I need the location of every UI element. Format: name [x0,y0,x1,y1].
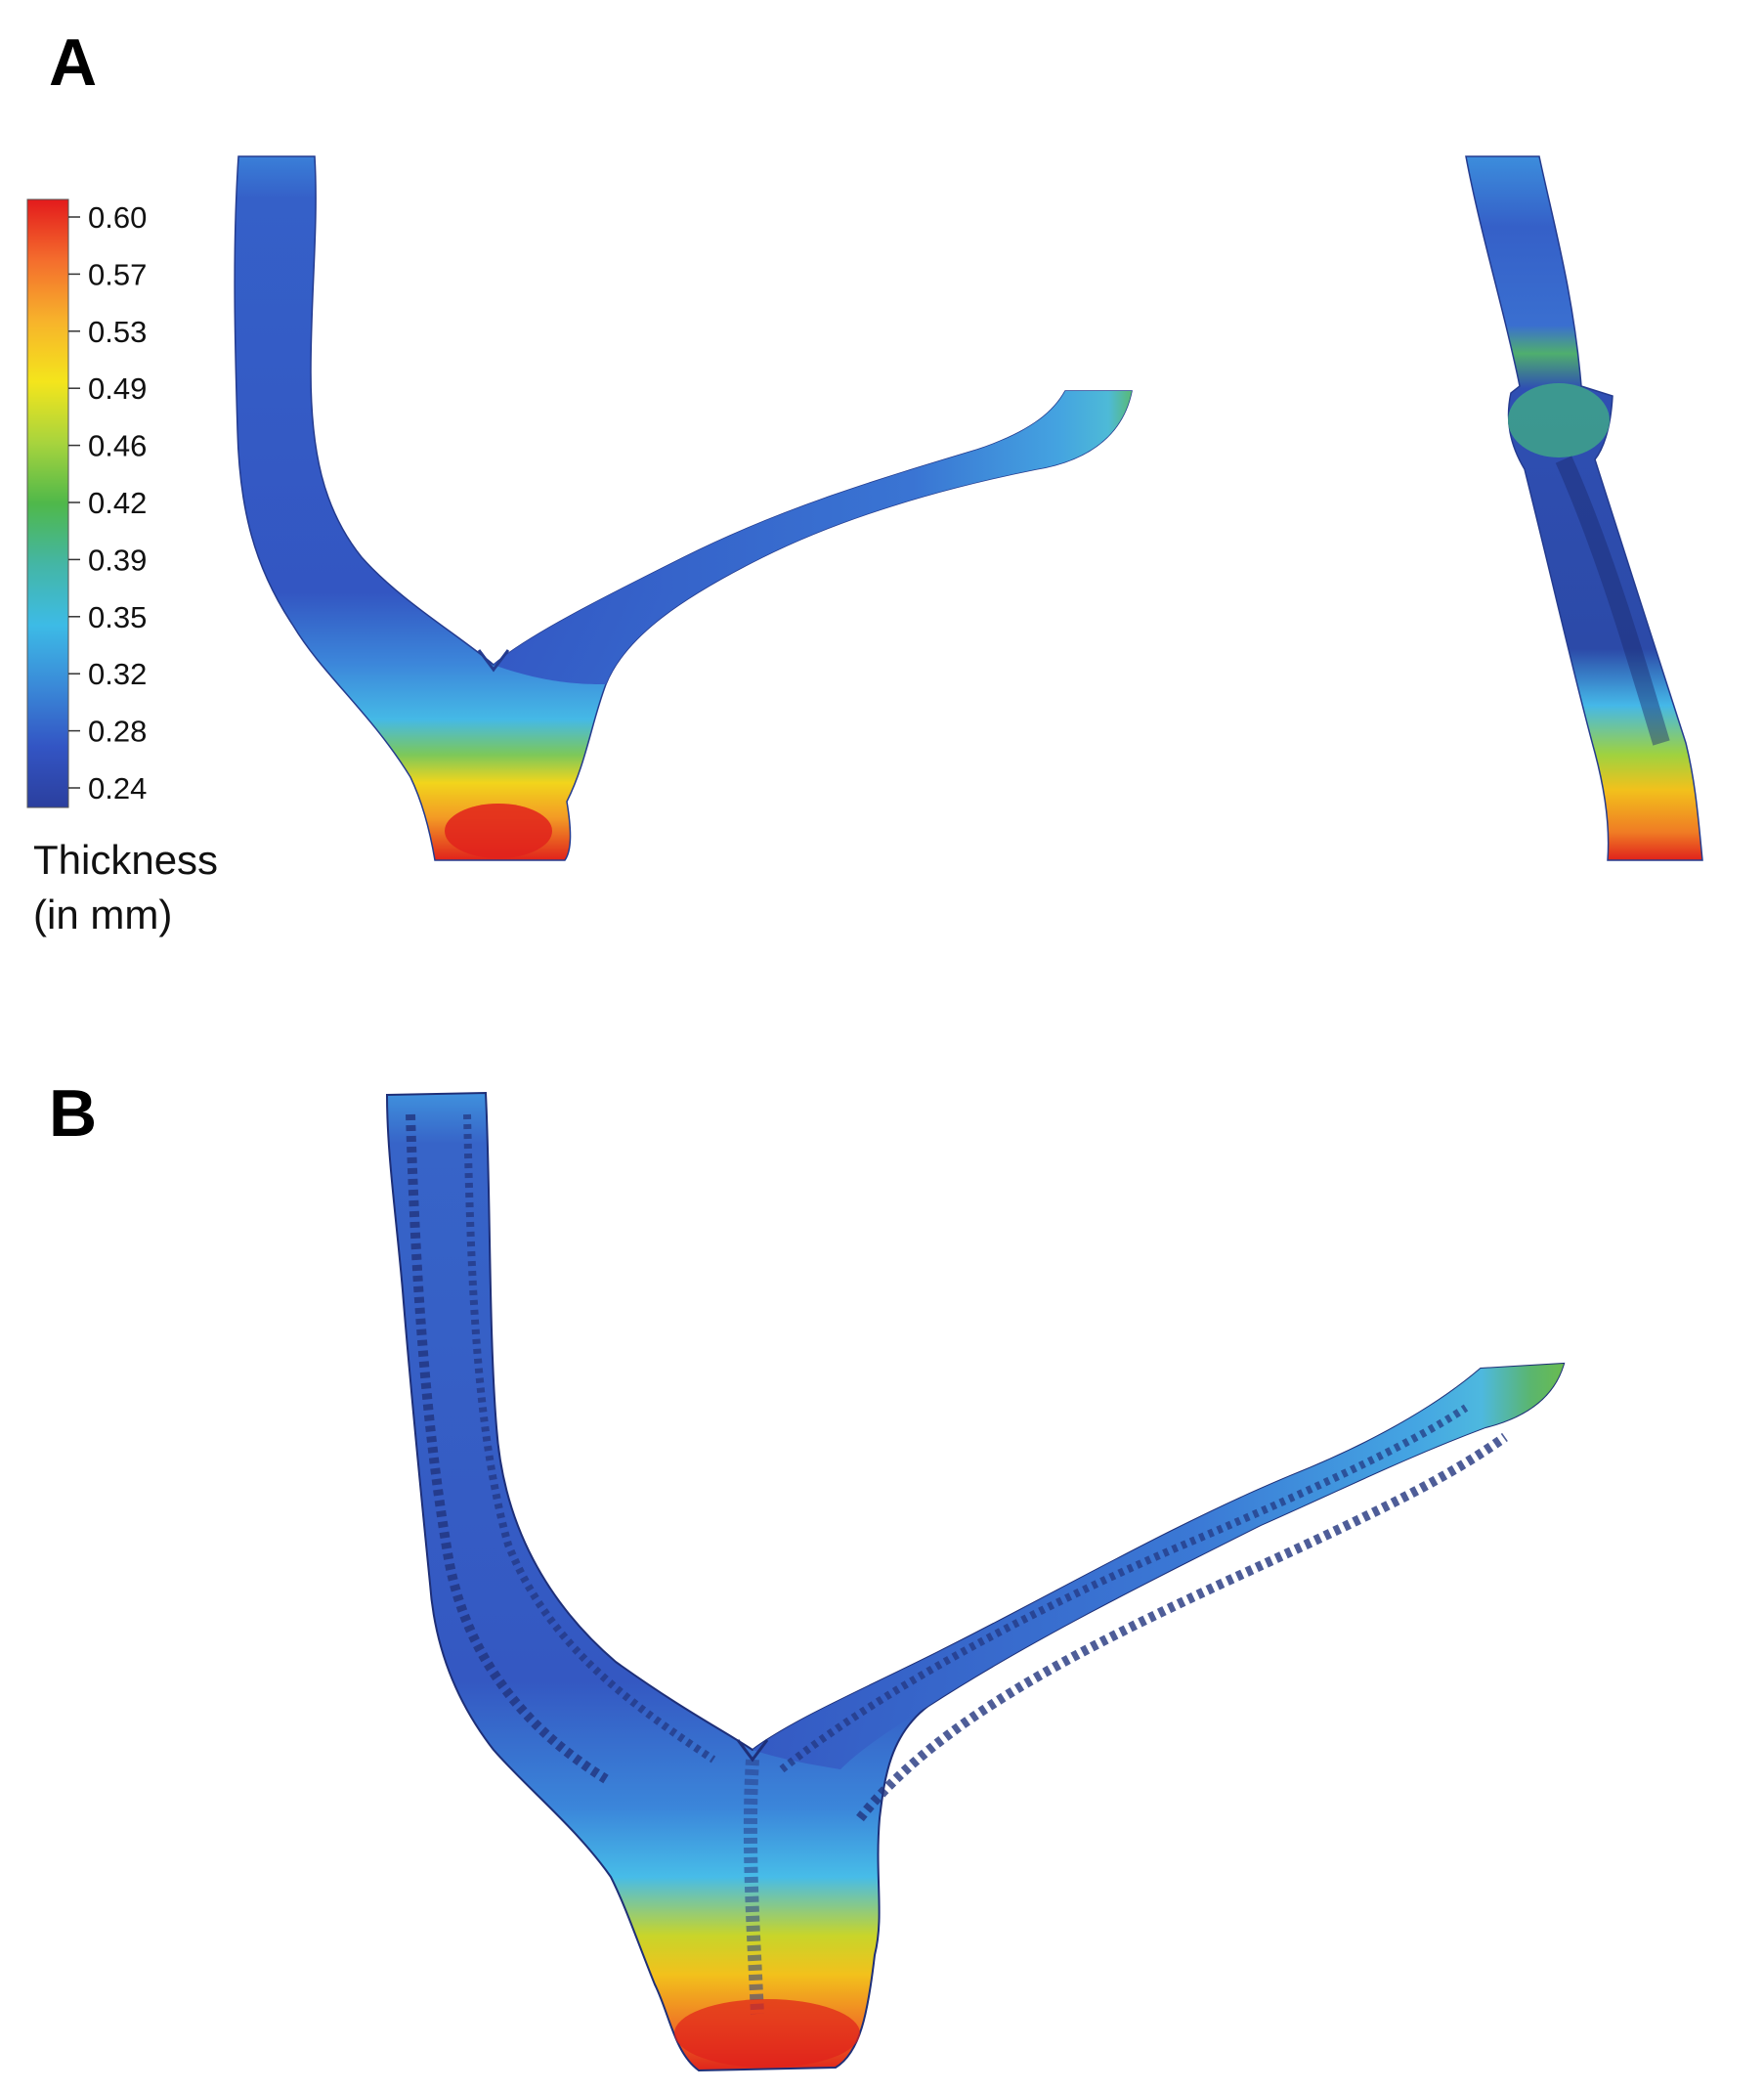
colorbar-tick-label: 0.42 [88,486,147,520]
panel-b-inner-wall-left [463,1113,716,1764]
colorbar-tick-label: 0.32 [88,657,147,691]
colorbar-tick-label: 0.57 [88,257,147,291]
colorbar-tick-label: 0.39 [88,543,147,577]
colorbar-tick-label: 0.35 [88,600,147,634]
colorbar-ticks: 0.60 0.57 0.53 0.49 0.46 0.42 0.39 0.35 0.32 0.28… [68,200,147,806]
panel-a-bifurcation-notch [477,649,510,673]
panel-b-base-hotspot [674,1999,860,2068]
panel-a-front-view [234,155,1133,861]
panel-a-side-view [1465,155,1703,861]
panel-label-b: B [49,1076,98,1151]
panel-a-vessel-body [234,155,1133,861]
colorbar-title-line2: (in mm) [33,892,173,937]
colorbar-tick-label: 0.24 [88,771,147,806]
panel-b-outer-wall-right [856,1432,1508,1822]
panel-b-left-wall-edge [406,1113,609,1784]
colorbar-tick-label: 0.46 [88,429,147,463]
panel-b-cut-view [385,1091,1566,2072]
panel-b-vessel-body [385,1091,1566,2072]
panel-a-side-lumen [1555,456,1670,746]
panel-b-inner-wall-right [779,1404,1469,1773]
panel-a-right-branch [494,391,1132,684]
colorbar-tick-label: 0.49 [88,371,147,406]
colorbar-title-line1: Thickness [33,837,219,883]
colorbar-tick-label: 0.28 [88,715,147,749]
colorbar-ramp [26,198,69,808]
panel-b-septum [743,1759,764,2015]
panel-b-bifurcation-notch [736,1739,769,1763]
panel-a-side-vessel [1465,155,1703,861]
panel-label-a: A [49,25,98,100]
panel-a-side-bulge [1508,383,1610,457]
colorbar: 0.60 0.57 0.53 0.49 0.46 0.42 0.39 0.35 0.32 0.28… [26,198,147,808]
colorbar-title: Thickness (in mm) [33,833,218,942]
panel-a-base-hotspot [445,804,552,858]
colorbar-tick-label: 0.53 [88,315,147,349]
colorbar-tick-label: 0.60 [88,200,147,235]
